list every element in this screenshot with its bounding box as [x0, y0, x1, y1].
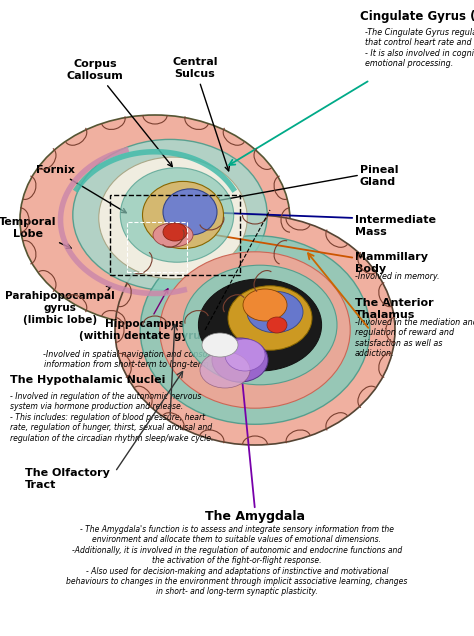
Ellipse shape [247, 291, 303, 333]
Ellipse shape [243, 289, 287, 321]
Text: -Involved in the mediation and
regulation of reward and
satisfaction as well as
: -Involved in the mediation and regulatio… [355, 318, 474, 358]
Ellipse shape [140, 236, 370, 424]
Ellipse shape [20, 115, 290, 325]
Ellipse shape [202, 333, 238, 357]
Text: Corpus
Callosum: Corpus Callosum [67, 59, 172, 167]
Ellipse shape [115, 215, 395, 445]
Ellipse shape [163, 223, 187, 241]
Text: Parahipopocampal
gyrus
(limbic lobe): Parahipopocampal gyrus (limbic lobe) [5, 286, 115, 324]
Text: The Hypothalamic Nuclei: The Hypothalamic Nuclei [10, 375, 165, 385]
Text: Fornix: Fornix [36, 165, 126, 213]
Text: -The Cingulate Gyrus regulates autonomic functions
that control heart rate and b: -The Cingulate Gyrus regulates autonomic… [365, 28, 474, 68]
Ellipse shape [199, 279, 321, 371]
Ellipse shape [212, 338, 268, 382]
Text: Hippocampus
(within dentate gyrus): Hippocampus (within dentate gyrus) [79, 289, 211, 341]
Text: Mammillary
Body: Mammillary Body [355, 252, 428, 273]
Text: The Olfactory
Tract: The Olfactory Tract [25, 468, 110, 490]
Text: - Involved in regulation of the autonomic nervous
system via hormone production : - Involved in regulation of the autonomi… [10, 392, 213, 443]
Text: - The Amygdala's function is to assess and integrate sensory information from th: - The Amygdala's function is to assess a… [66, 525, 408, 597]
Text: Pineal
Gland: Pineal Gland [360, 165, 399, 186]
Text: Intermediate
Mass: Intermediate Mass [355, 215, 436, 237]
Ellipse shape [120, 168, 234, 262]
Ellipse shape [200, 352, 250, 388]
Text: -Involved in spatial navigation and consolidation of
information from short-term: -Involved in spatial navigation and cons… [43, 350, 247, 370]
Ellipse shape [267, 317, 287, 333]
Ellipse shape [160, 252, 350, 408]
Text: Central
Sulcus: Central Sulcus [172, 57, 229, 171]
Ellipse shape [153, 223, 193, 247]
Ellipse shape [143, 181, 224, 249]
Text: The Anterior
Thalamus: The Anterior Thalamus [355, 298, 434, 320]
Ellipse shape [73, 139, 267, 291]
Ellipse shape [183, 265, 337, 385]
Ellipse shape [99, 157, 247, 279]
Bar [110, 195, 240, 275]
Text: The Amygdala: The Amygdala [205, 510, 305, 523]
Text: Temporal
Lobe: Temporal Lobe [0, 218, 71, 248]
Ellipse shape [225, 339, 265, 371]
Bar [127, 222, 187, 272]
Text: Cingulate Gyrus (Limbic Lobe): Cingulate Gyrus (Limbic Lobe) [360, 10, 474, 23]
Ellipse shape [228, 286, 312, 350]
Ellipse shape [163, 189, 217, 235]
Text: -Involved in memory.: -Involved in memory. [355, 272, 439, 281]
